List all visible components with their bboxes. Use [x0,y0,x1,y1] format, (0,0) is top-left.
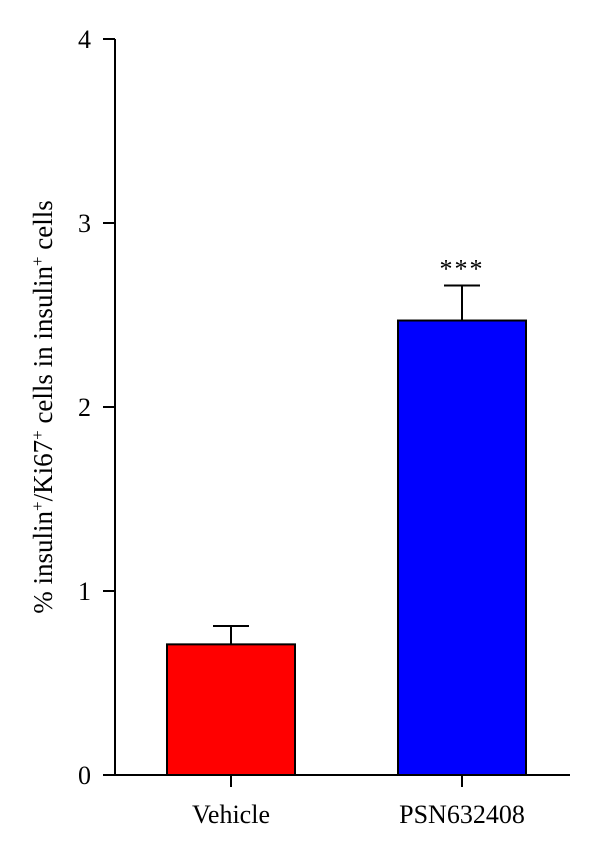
y-axis-title-part: /Ki67 [28,440,58,502]
y-axis-title-superscript: + [28,430,47,440]
y-tick-label-0: 0 [78,761,91,790]
y-axis-title-part: cells in insulin [28,266,58,431]
y-axis-title-superscript: + [28,501,47,511]
y-axis-title-part: % insulin [28,511,58,614]
bars-group [166,284,527,776]
x-tick-label-1: PSN632408 [399,800,525,829]
bar-vehicle [166,643,296,776]
y-axis-title: % insulin+/Ki67+ cells in insulin+ cells [28,200,59,614]
y-tick-label-1: 1 [78,577,91,606]
bar-psn632408 [397,319,527,776]
x-tick-label-0: Vehicle [192,800,270,829]
significance-label-1: *** [440,255,485,284]
y-tick-label-3: 3 [78,209,91,238]
y-axis-title-superscript: + [28,256,47,266]
y-axis-title-part: cells [28,200,58,256]
y-tick-label-2: 2 [78,393,91,422]
y-tick-label-4: 4 [78,25,91,54]
